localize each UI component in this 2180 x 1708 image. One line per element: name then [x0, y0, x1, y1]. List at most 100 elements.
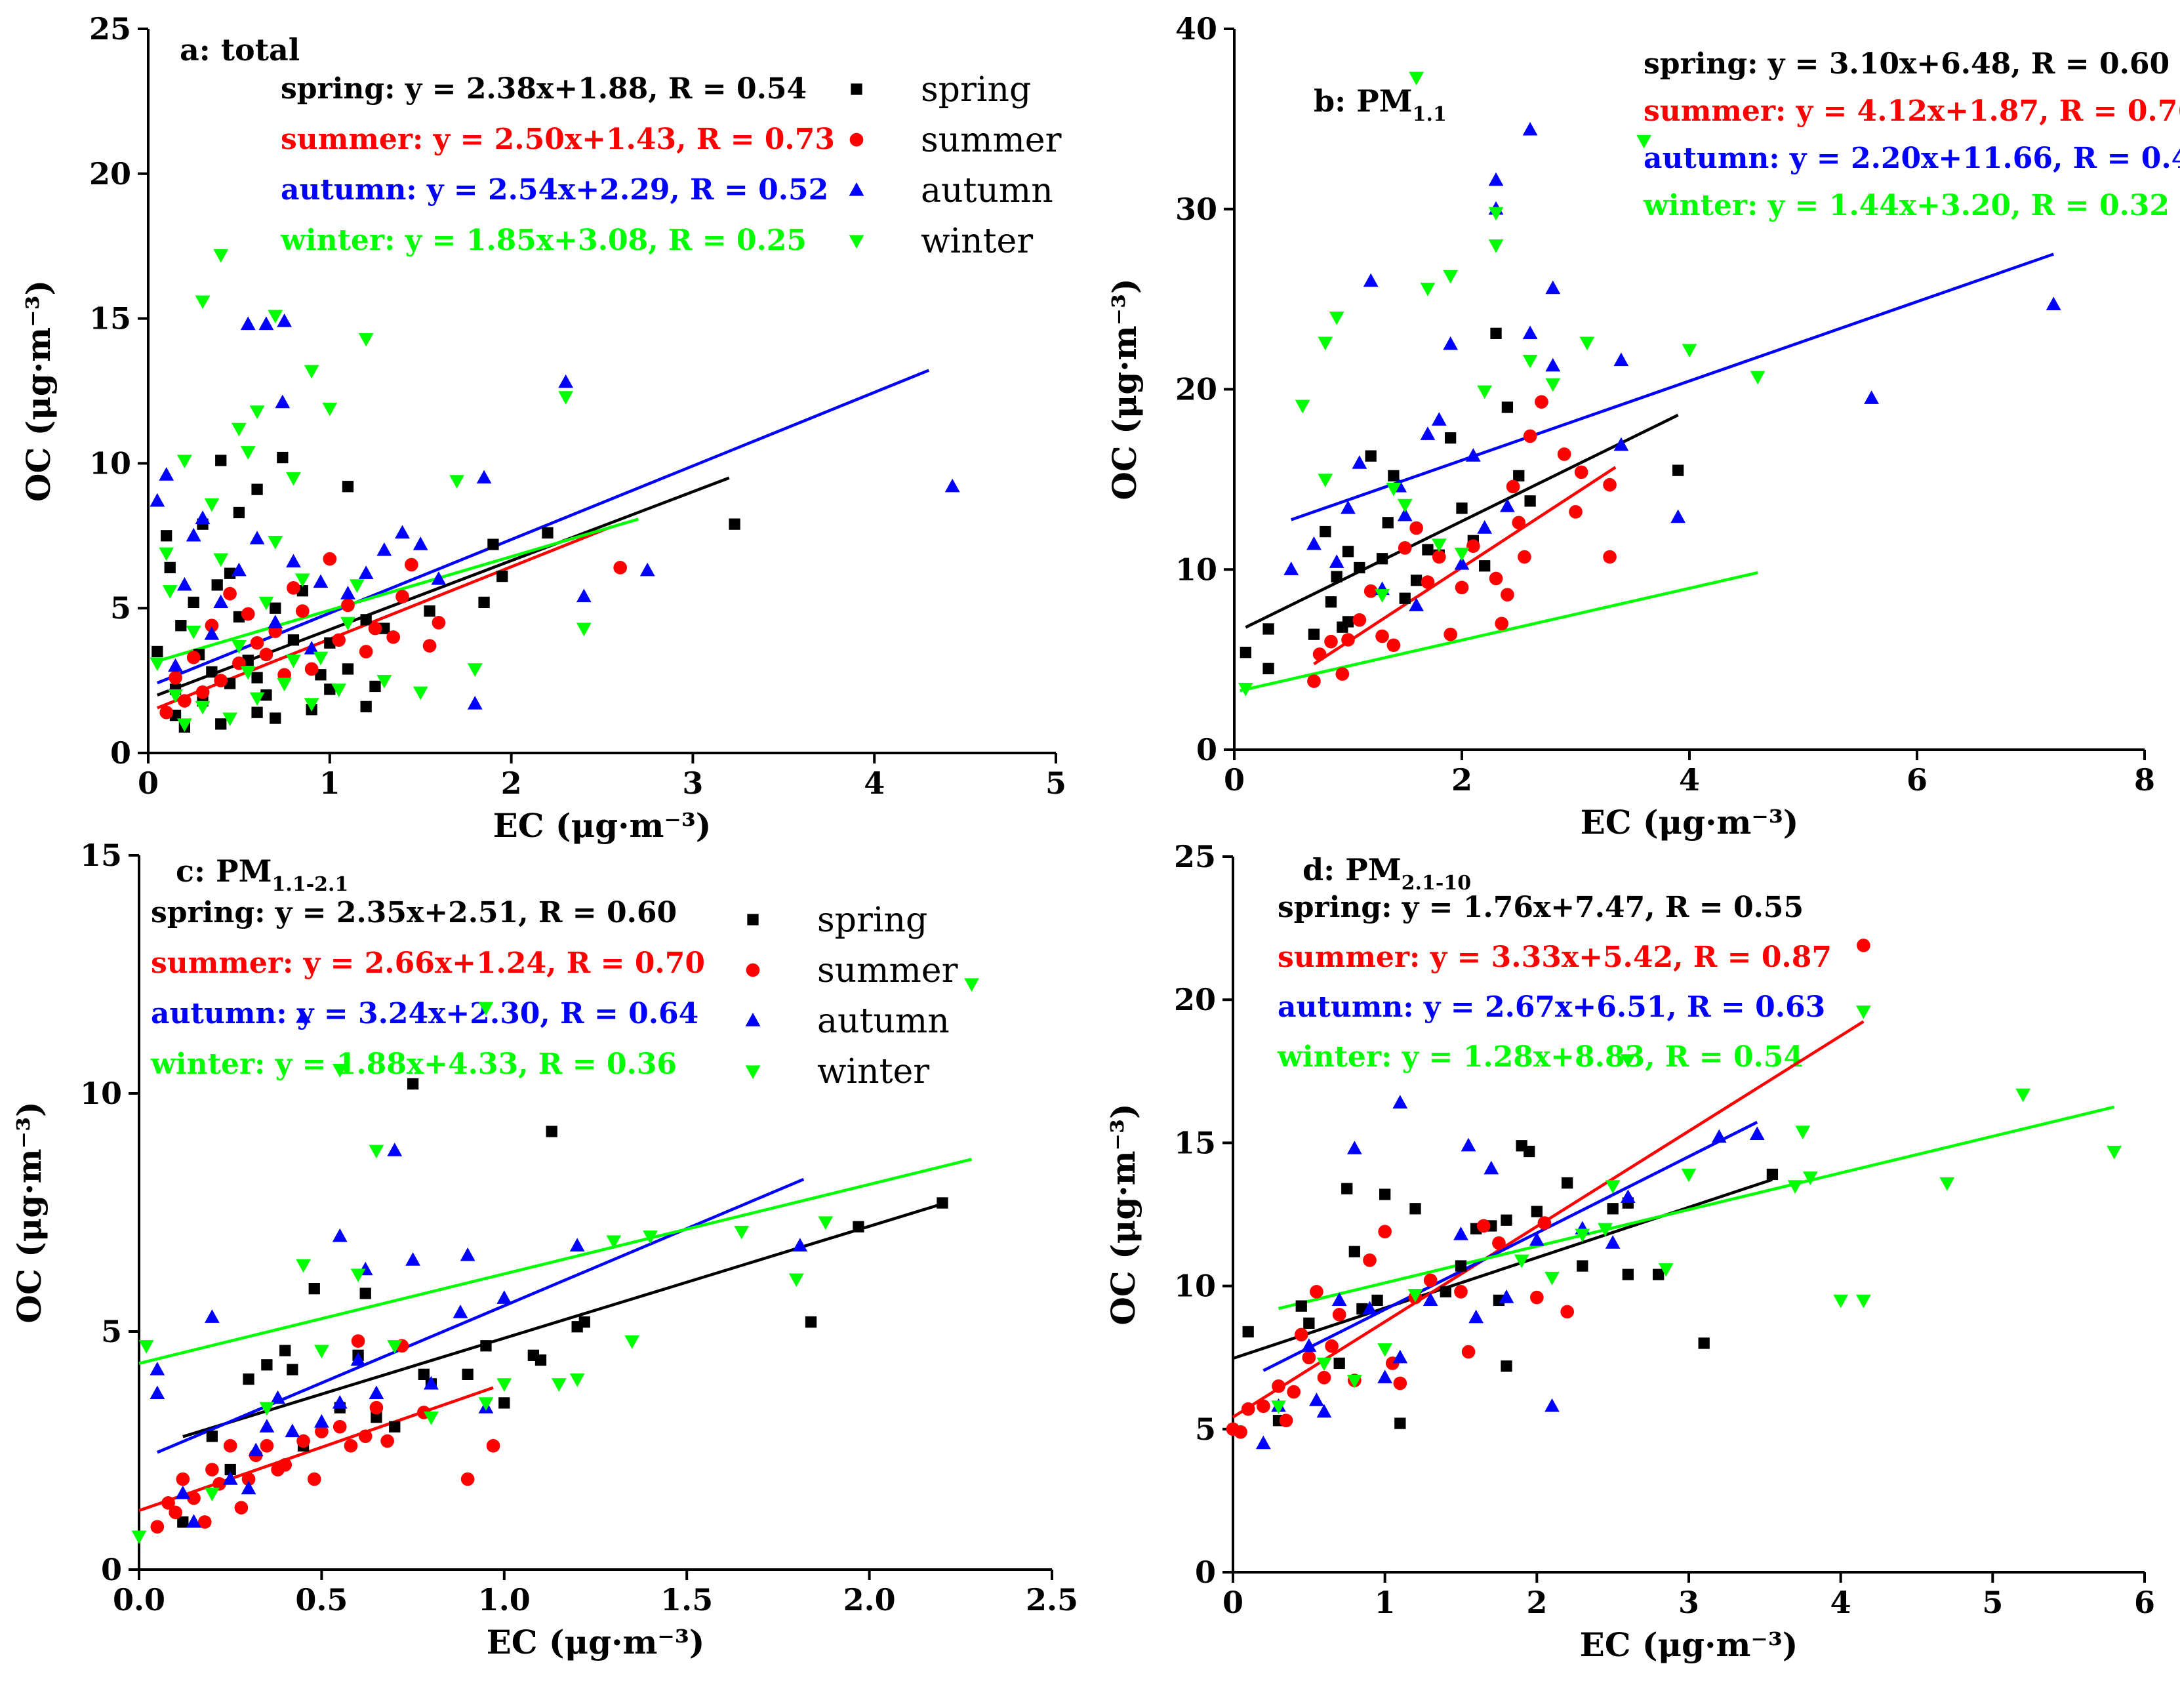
- data-point-autumn: [639, 562, 655, 577]
- data-point-winter: [449, 475, 464, 489]
- data-point-spring: [937, 1197, 948, 1209]
- series-winter: [1238, 71, 1766, 697]
- data-point-winter: [1605, 1180, 1621, 1194]
- data-point-autumn: [369, 1385, 384, 1400]
- panel-title-subscript: 1.1-2.1: [272, 873, 349, 896]
- data-point-spring: [1320, 525, 1331, 538]
- data-point-summer: [422, 639, 437, 653]
- data-point-summer: [212, 1477, 226, 1491]
- data-point-autumn: [1468, 1309, 1484, 1324]
- data-point-autumn: [1352, 455, 1367, 469]
- series-spring: [1242, 1140, 1779, 1429]
- data-point-winter: [268, 310, 283, 324]
- data-point-spring: [542, 527, 554, 539]
- data-point-spring: [215, 455, 227, 466]
- data-point-autumn: [258, 316, 274, 331]
- data-point-winter: [1579, 336, 1595, 351]
- data-point-winter: [1329, 311, 1344, 325]
- equation-summer: summer: y = 2.50x+1.43, R = 0.73: [281, 123, 835, 156]
- data-point-winter: [376, 674, 392, 689]
- y-tick-label: 0: [110, 735, 131, 771]
- data-point-spring: [805, 1316, 817, 1328]
- data-point-winter: [240, 446, 256, 460]
- data-point-summer: [1432, 550, 1446, 564]
- data-point-summer: [315, 1425, 329, 1438]
- data-point-autumn: [213, 594, 229, 609]
- data-point-winter: [1802, 1171, 1818, 1185]
- data-point-autumn: [150, 1385, 165, 1400]
- legend-label-winter: winter: [921, 222, 1033, 261]
- data-point-spring: [578, 1316, 590, 1328]
- data-point-winter: [1522, 354, 1538, 369]
- y-tick-label: 10: [80, 1076, 122, 1111]
- x-tick-label: 0: [1224, 762, 1245, 798]
- equation-spring: spring: y = 3.10x+6.48, R = 0.60: [1644, 47, 2170, 81]
- data-point-spring: [378, 622, 390, 634]
- panel-title-main: c: PM: [176, 853, 272, 889]
- x-tick-label: 2: [1526, 1585, 1547, 1620]
- legend: spring summer autumn winter: [745, 901, 958, 1091]
- data-point-spring: [251, 483, 263, 495]
- data-point-winter: [213, 249, 229, 263]
- data-point-summer: [351, 1334, 365, 1348]
- legend-label-spring: spring: [817, 901, 927, 940]
- data-point-autumn: [240, 316, 256, 331]
- data-point-winter: [213, 553, 229, 567]
- data-point-summer: [161, 1496, 175, 1510]
- data-point-winter: [1397, 498, 1413, 513]
- data-point-autumn: [268, 615, 283, 628]
- data-point-winter: [204, 498, 220, 512]
- x-tick-label: 0.5: [295, 1582, 348, 1617]
- data-point-autumn: [1484, 1160, 1499, 1175]
- data-point-winter: [1409, 71, 1424, 86]
- data-point-winter: [1939, 1177, 1955, 1191]
- data-point-spring: [1409, 1203, 1421, 1215]
- data-point-spring: [215, 718, 227, 730]
- x-tick-label: 2: [501, 765, 522, 801]
- data-point-winter: [1431, 539, 1447, 552]
- data-point-summer: [1335, 667, 1350, 681]
- data-point-summer: [176, 1472, 190, 1486]
- y-tick-label: 15: [89, 301, 131, 336]
- data-point-winter: [1544, 1271, 1560, 1286]
- data-point-spring: [277, 451, 289, 464]
- data-point-summer: [1489, 571, 1503, 586]
- data-point-winter: [1407, 1289, 1423, 1303]
- data-point-summer: [1378, 1225, 1392, 1239]
- data-point-spring: [535, 1354, 547, 1366]
- data-point-spring: [324, 683, 336, 695]
- y-tick-label: 25: [1174, 839, 1216, 874]
- x-tick-label: 0: [1222, 1585, 1243, 1620]
- equation-autumn: autumn: y = 2.20x+11.66, R = 0.44: [1644, 142, 2180, 175]
- panel-title-main: d: PM: [1302, 852, 1402, 887]
- data-point-winter: [1795, 1126, 1811, 1139]
- y-tick-label: 10: [1175, 552, 1217, 587]
- data-point-spring: [1479, 560, 1491, 572]
- data-point-winter: [340, 617, 355, 631]
- data-point-autumn: [1477, 520, 1493, 534]
- data-point-winter: [176, 455, 192, 468]
- triangle-down-marker-icon: [745, 1065, 761, 1079]
- data-point-summer: [1363, 1253, 1377, 1267]
- data-point-spring: [188, 596, 199, 609]
- data-point-winter: [1488, 207, 1504, 221]
- data-point-autumn: [249, 531, 265, 544]
- data-point-spring: [498, 1397, 510, 1409]
- data-point-winter: [186, 625, 201, 640]
- data-point-spring: [1348, 1246, 1360, 1257]
- data-point-summer: [1294, 1328, 1308, 1342]
- data-point-winter: [331, 683, 347, 697]
- data-point-spring: [1410, 575, 1423, 586]
- x-tick-label: 1: [1375, 1585, 1396, 1620]
- data-point-winter: [195, 295, 211, 310]
- data-point-autumn: [296, 1009, 311, 1023]
- data-point-winter: [467, 663, 483, 677]
- data-point-autumn: [1329, 554, 1344, 568]
- data-point-winter: [387, 1340, 403, 1354]
- data-point-autumn: [1423, 1292, 1438, 1307]
- circle-marker-icon: [849, 132, 864, 147]
- data-point-spring: [462, 1368, 474, 1380]
- panel-b: 0 2 4 6 8 0 10 20 30 40 EC (μg·m⁻³) OC (μg·m⁻³) b: P…: [1105, 11, 2180, 842]
- data-point-autumn: [1529, 1232, 1544, 1246]
- data-point-winter: [551, 1378, 567, 1392]
